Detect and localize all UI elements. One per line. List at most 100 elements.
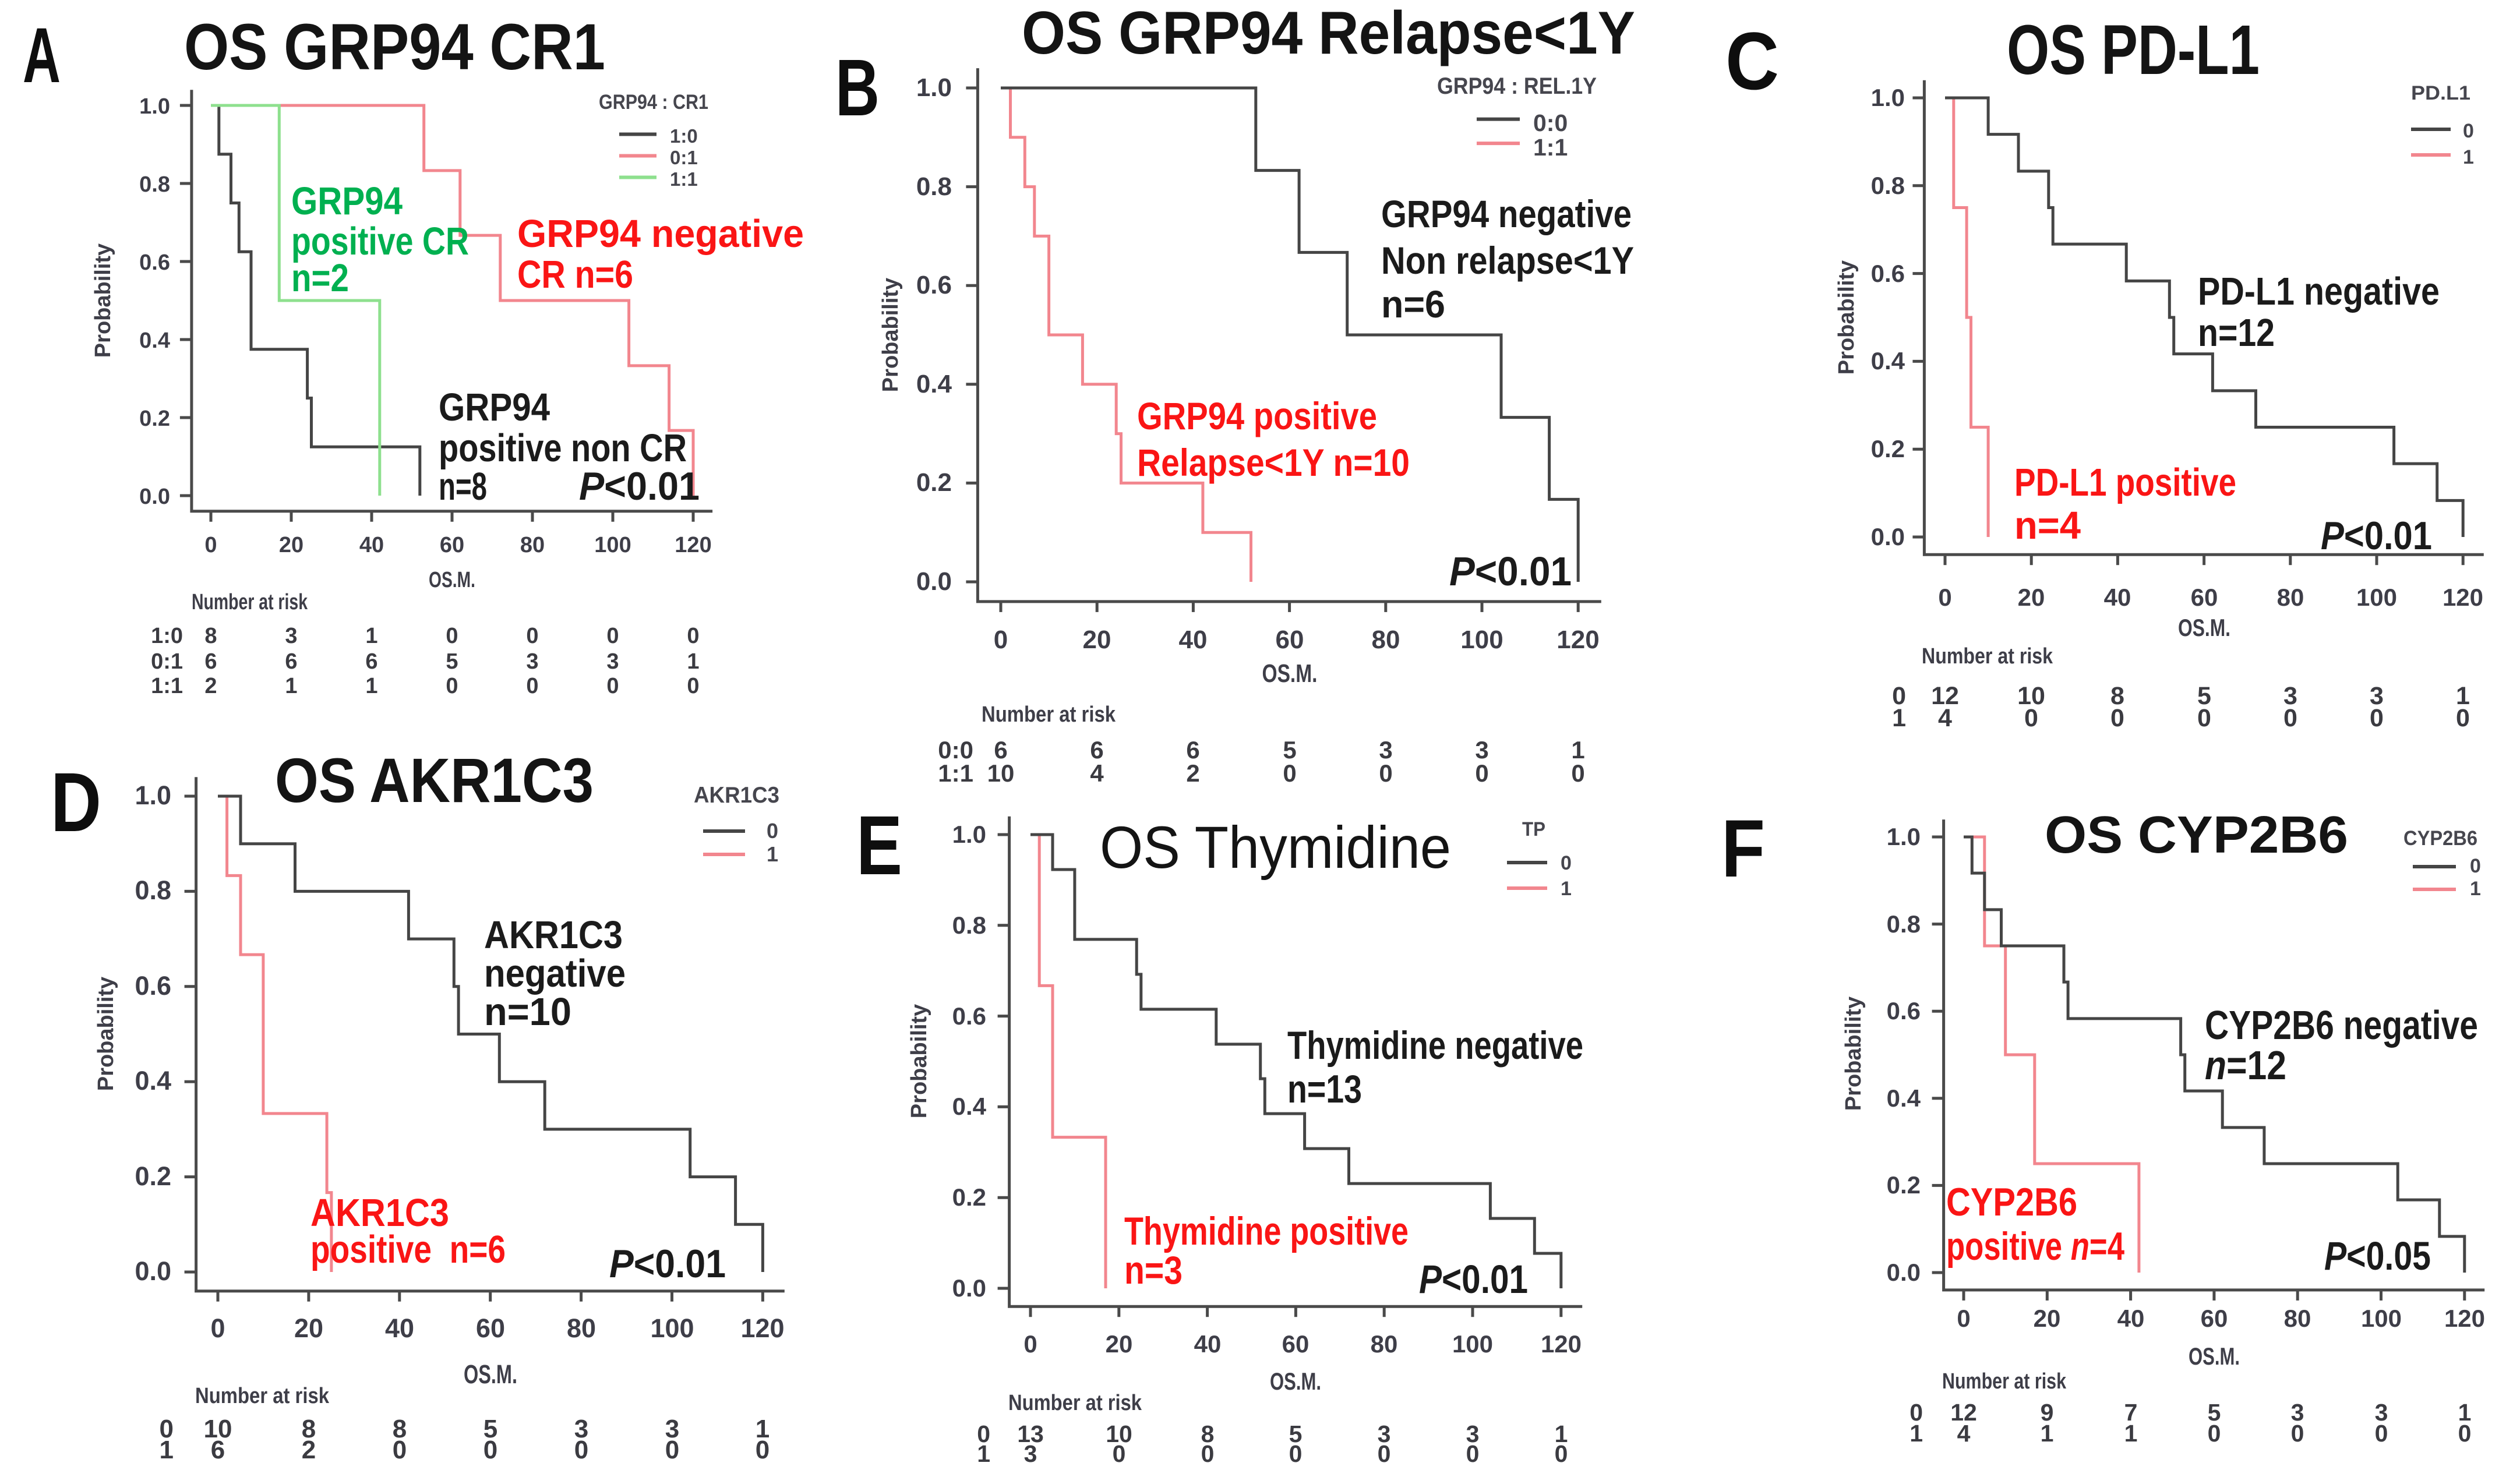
svg-text:60: 60 xyxy=(1282,1330,1310,1358)
svg-text:P<0.01: P<0.01 xyxy=(579,464,700,508)
svg-text:0.8: 0.8 xyxy=(952,911,986,939)
svg-text:80: 80 xyxy=(2277,584,2304,611)
svg-text:120: 120 xyxy=(2444,1305,2485,1332)
svg-text:n=8: n=8 xyxy=(439,465,487,508)
svg-text:100: 100 xyxy=(1460,626,1503,654)
svg-text:0.8: 0.8 xyxy=(135,875,171,905)
svg-text:0.0: 0.0 xyxy=(135,1256,171,1286)
svg-text:40: 40 xyxy=(2117,1305,2145,1332)
svg-text:1:0: 1:0 xyxy=(670,125,698,147)
svg-text:5: 5 xyxy=(1289,1421,1303,1447)
svg-text:0: 0 xyxy=(526,624,538,648)
svg-text:3: 3 xyxy=(1024,1440,1037,1467)
svg-text:0: 0 xyxy=(2375,1420,2388,1447)
svg-text:0.8: 0.8 xyxy=(1871,172,1905,199)
svg-text:0: 0 xyxy=(2370,704,2384,732)
svg-text:20: 20 xyxy=(1083,626,1111,654)
svg-text:2: 2 xyxy=(204,674,217,698)
svg-text:3: 3 xyxy=(606,649,619,674)
svg-text:Probability: Probability xyxy=(907,1004,931,1118)
svg-text:0: 0 xyxy=(446,624,458,648)
svg-text:1: 1 xyxy=(285,674,297,698)
svg-text:E: E xyxy=(856,798,902,892)
svg-text:P<0.01: P<0.01 xyxy=(1449,549,1572,594)
svg-text:1: 1 xyxy=(2458,1399,2472,1426)
svg-text:0.4: 0.4 xyxy=(916,370,952,398)
svg-text:n=12: n=12 xyxy=(2205,1043,2286,1088)
svg-text:3: 3 xyxy=(285,624,297,648)
svg-text:20: 20 xyxy=(1106,1330,1133,1358)
svg-text:1: 1 xyxy=(1909,1420,1923,1447)
svg-text:OS.M.: OS.M. xyxy=(2189,1342,2240,1370)
svg-text:0.6: 0.6 xyxy=(139,250,170,275)
svg-text:GRP94: GRP94 xyxy=(291,179,403,223)
svg-text:0: 0 xyxy=(1892,682,1906,710)
svg-text:0: 0 xyxy=(687,624,699,648)
svg-text:80: 80 xyxy=(1372,626,1400,654)
svg-text:OS AKR1C3: OS AKR1C3 xyxy=(275,745,594,815)
svg-text:5: 5 xyxy=(2208,1399,2221,1426)
svg-text:1: 1 xyxy=(2456,682,2470,710)
svg-text:AKR1C3: AKR1C3 xyxy=(694,783,779,808)
svg-text:0:0: 0:0 xyxy=(938,736,973,764)
svg-text:120: 120 xyxy=(740,1313,784,1343)
svg-text:1: 1 xyxy=(977,1440,990,1467)
svg-text:Probability: Probability xyxy=(91,243,115,358)
svg-text:1.0: 1.0 xyxy=(135,780,171,810)
svg-text:0: 0 xyxy=(2291,1420,2304,1447)
svg-text:80: 80 xyxy=(520,533,545,557)
svg-text:6: 6 xyxy=(211,1436,225,1464)
svg-text:6: 6 xyxy=(285,649,297,674)
svg-text:Probability: Probability xyxy=(1834,260,1859,374)
svg-text:0: 0 xyxy=(1378,1440,1391,1467)
svg-text:n=6: n=6 xyxy=(1381,282,1445,326)
svg-text:n=3: n=3 xyxy=(1124,1248,1183,1292)
svg-text:0:0: 0:0 xyxy=(1533,109,1568,136)
svg-text:100: 100 xyxy=(594,533,631,557)
svg-text:P<0.01: P<0.01 xyxy=(1419,1257,1528,1302)
svg-text:TP: TP xyxy=(1522,818,1545,840)
svg-text:0: 0 xyxy=(687,674,699,698)
svg-text:0.2: 0.2 xyxy=(135,1161,171,1191)
svg-text:Thymidine negative: Thymidine negative xyxy=(1287,1023,1583,1068)
svg-text:GRP94 negative: GRP94 negative xyxy=(517,212,804,256)
svg-text:60: 60 xyxy=(1276,626,1304,654)
svg-text:20: 20 xyxy=(2034,1305,2061,1332)
svg-text:GRP94: GRP94 xyxy=(439,386,550,429)
svg-text:n=13: n=13 xyxy=(1287,1067,1362,1111)
svg-text:0: 0 xyxy=(606,624,619,648)
svg-text:AKR1C3: AKR1C3 xyxy=(310,1191,449,1235)
svg-text:3: 3 xyxy=(2375,1399,2388,1426)
svg-text:0.2: 0.2 xyxy=(916,468,952,497)
svg-text:positive non CR: positive non CR xyxy=(439,426,687,470)
svg-text:80: 80 xyxy=(2284,1305,2311,1332)
svg-text:positive CR: positive CR xyxy=(291,220,469,263)
svg-text:0: 0 xyxy=(1938,584,1951,611)
svg-text:40: 40 xyxy=(1179,626,1208,654)
svg-text:0: 0 xyxy=(606,674,619,698)
svg-text:0.4: 0.4 xyxy=(952,1093,987,1120)
svg-text:n=12: n=12 xyxy=(2198,311,2275,355)
svg-text:6: 6 xyxy=(1090,736,1103,764)
svg-text:120: 120 xyxy=(675,533,711,557)
svg-text:0: 0 xyxy=(1571,759,1584,787)
svg-text:6: 6 xyxy=(365,649,377,674)
svg-text:1:0: 1:0 xyxy=(151,624,183,648)
svg-text:6: 6 xyxy=(994,736,1007,764)
svg-text:5: 5 xyxy=(2197,682,2211,710)
svg-text:1.0: 1.0 xyxy=(1887,823,1921,850)
svg-text:5: 5 xyxy=(1283,736,1296,764)
svg-text:100: 100 xyxy=(2361,1305,2402,1332)
svg-text:0: 0 xyxy=(1283,759,1296,787)
svg-text:OS GRP94 Relapse<1Y: OS GRP94 Relapse<1Y xyxy=(1022,0,1635,67)
svg-text:Number at risk: Number at risk xyxy=(982,702,1116,727)
svg-text:40: 40 xyxy=(359,533,384,557)
svg-text:0: 0 xyxy=(1466,1440,1480,1467)
svg-text:0:1: 0:1 xyxy=(151,649,183,674)
svg-text:0.4: 0.4 xyxy=(135,1066,171,1096)
svg-text:1.0: 1.0 xyxy=(1871,84,1905,111)
svg-text:CYP2B6 negative: CYP2B6 negative xyxy=(2205,1002,2478,1048)
svg-text:3: 3 xyxy=(665,1415,679,1443)
svg-text:20: 20 xyxy=(294,1313,323,1343)
svg-text:0.4: 0.4 xyxy=(139,328,170,353)
